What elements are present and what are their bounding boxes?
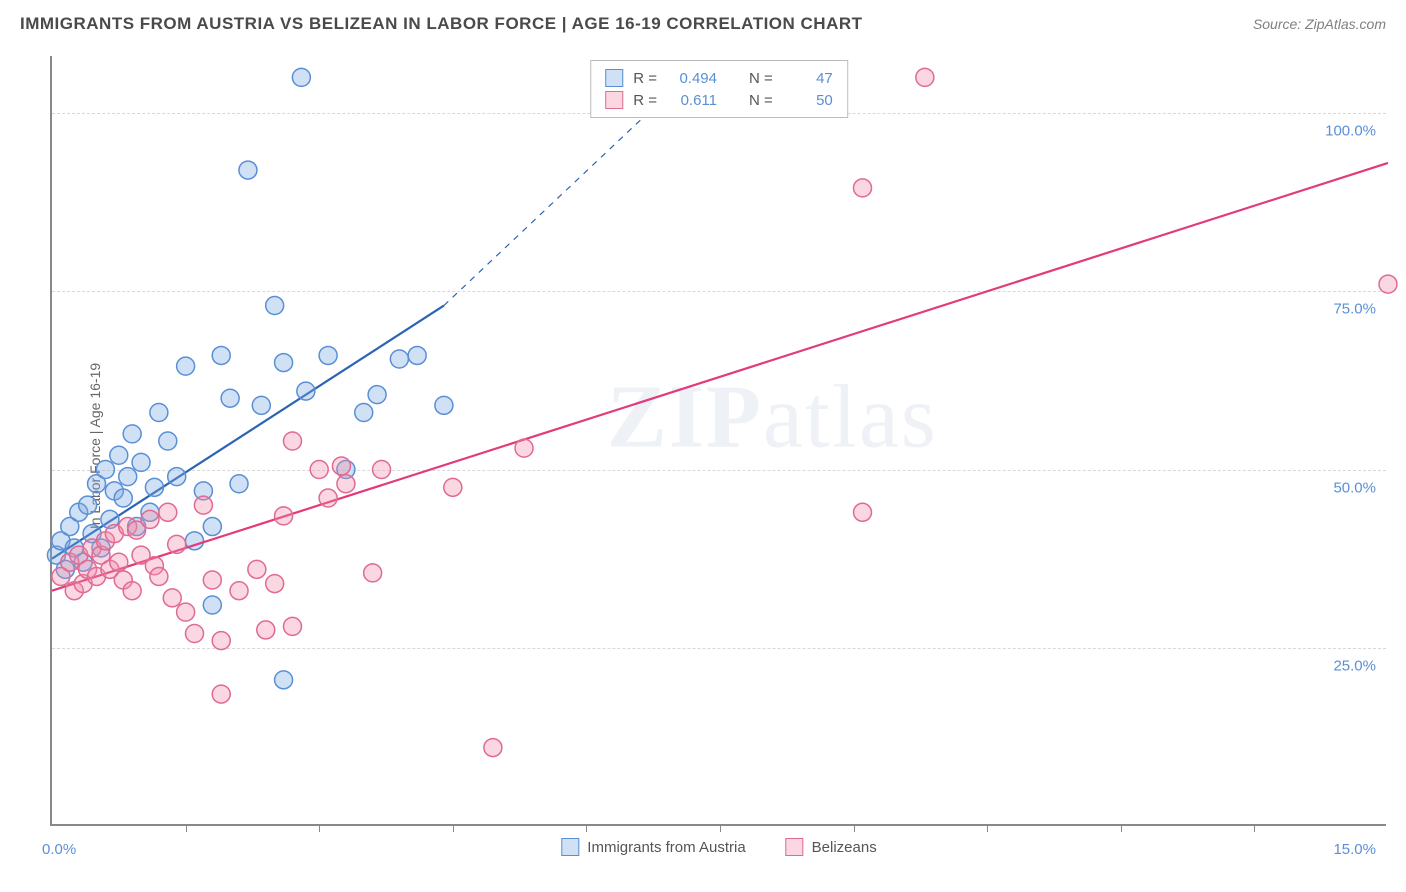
austria-r-value: 0.494 <box>667 70 717 87</box>
r-label: R = <box>633 70 657 87</box>
belizeans-n-value: 50 <box>783 92 833 109</box>
chart-source: Source: ZipAtlas.com <box>1253 16 1386 32</box>
legend-swatch-austria-icon <box>561 838 579 856</box>
legend-swatch-belizeans-icon <box>786 838 804 856</box>
scatter-svg <box>52 56 1386 824</box>
belizeans-r-value: 0.611 <box>667 92 717 109</box>
legend-swatch-austria <box>605 69 623 87</box>
chart-header: IMMIGRANTS FROM AUSTRIA VS BELIZEAN IN L… <box>0 0 1406 48</box>
legend-label-belizeans: Belizeans <box>812 839 877 856</box>
correlation-legend: R = 0.494 N = 47 R = 0.611 N = 50 <box>590 60 848 118</box>
n-label: N = <box>749 70 773 87</box>
legend-item-austria: Immigrants from Austria <box>561 838 745 856</box>
r-label: R = <box>633 92 657 109</box>
legend-item-belizeans: Belizeans <box>786 838 877 856</box>
series-legend: Immigrants from Austria Belizeans <box>561 838 876 856</box>
legend-label-austria: Immigrants from Austria <box>587 839 745 856</box>
x-axis-max-label: 15.0% <box>1333 841 1376 858</box>
legend-swatch-belizeans <box>605 91 623 109</box>
legend-row-austria: R = 0.494 N = 47 <box>605 67 833 89</box>
chart-title: IMMIGRANTS FROM AUSTRIA VS BELIZEAN IN L… <box>20 14 863 34</box>
legend-row-belizeans: R = 0.611 N = 50 <box>605 89 833 111</box>
x-axis-min-label: 0.0% <box>42 841 76 858</box>
austria-n-value: 47 <box>783 70 833 87</box>
chart-plot-area: ZIPatlas 25.0%50.0%75.0%100.0% 0.0% 15.0… <box>50 56 1386 826</box>
n-label: N = <box>749 92 773 109</box>
